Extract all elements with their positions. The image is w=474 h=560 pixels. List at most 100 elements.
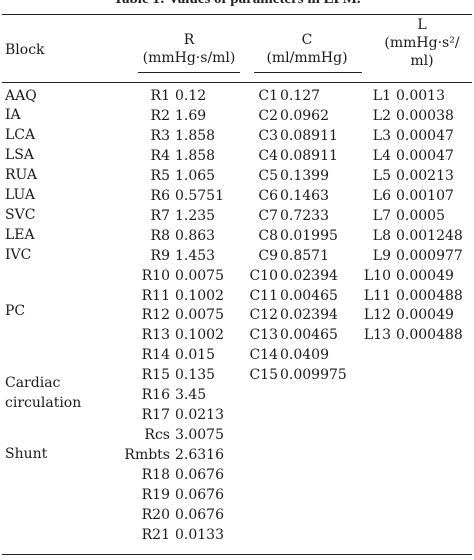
c-param-value: 0.0409: [280, 347, 329, 364]
table-caption: Table 1: Values of parameters in LPM.: [0, 0, 474, 8]
l-param-name: L11: [363, 287, 391, 304]
r-param-name: R16: [141, 387, 170, 404]
r-param-value: 0.0075: [175, 307, 224, 324]
r-param-value: 0.1002: [175, 287, 224, 304]
r-param-value: 1.453: [175, 247, 216, 264]
l-param-value: 0.00049: [396, 267, 454, 284]
block-label: IVC: [5, 247, 32, 263]
r-param-value: 3.45: [175, 387, 207, 404]
header-rule: [2, 82, 472, 83]
r-param-name: R2: [150, 107, 170, 124]
r-param-name: R5: [150, 167, 170, 184]
block-label: circulation: [5, 395, 82, 411]
l-param-value: 0.000488: [396, 327, 463, 344]
l-header-unit-line1: (mmHg·s²/: [384, 35, 460, 51]
r-param-name: R20: [141, 506, 170, 523]
l-param-value: 0.00107: [396, 187, 454, 204]
c-param-name: C11: [249, 287, 278, 304]
c-param-value: 0.1399: [280, 167, 329, 184]
c-param-name: C13: [249, 327, 278, 344]
r-column-header: R (mmHg·s/ml): [138, 31, 240, 67]
l-param-name: L3: [372, 127, 391, 144]
r-header-rule: [138, 72, 240, 73]
r-param-value: 0.0213: [175, 407, 224, 424]
block-label: LCA: [5, 127, 36, 143]
c-param-name: C10: [249, 267, 278, 284]
r-param-value: 0.863: [175, 227, 216, 244]
c-param-name: C15: [249, 367, 278, 384]
l-param-value: 0.00047: [396, 127, 454, 144]
block-label: LEA: [5, 227, 35, 243]
l-param-value: 0.00213: [396, 167, 454, 184]
l-param-name: L7: [372, 207, 391, 224]
c-param-value: 0.00465: [280, 327, 338, 344]
l-param-value: 0.0005: [396, 207, 445, 224]
l-param-value: 0.0013: [396, 88, 445, 104]
c-param-name: C7: [258, 207, 278, 224]
l-param-name: L2: [372, 107, 391, 124]
c-param-name: C4: [258, 147, 278, 164]
r-param-name: R19: [141, 487, 170, 503]
r-param-value: 0.1002: [175, 327, 224, 344]
l-param-name: L4: [372, 147, 391, 164]
block-label: Shunt: [5, 446, 48, 462]
c-param-name: C14: [249, 347, 278, 364]
r-param-name: R7: [150, 207, 170, 224]
r-param-name: R10: [141, 267, 170, 284]
l-param-name: L6: [372, 187, 391, 204]
r-param-value: 0.0676: [175, 467, 224, 484]
r-param-value: 0.12: [175, 88, 207, 104]
c-param-value: 0.02394: [280, 307, 338, 324]
c-param-name: C3: [258, 127, 278, 144]
r-param-value: 0.5751: [175, 187, 224, 204]
l-param-name: L13: [363, 327, 391, 344]
block-label: RUA: [5, 167, 38, 183]
r-param-value: 1.858: [175, 147, 216, 164]
c-param-value: 0.08911: [280, 127, 338, 144]
c-param-value: 0.009975: [280, 367, 347, 384]
c-param-value: 0.1463: [280, 187, 329, 204]
c-param-value: 0.00465: [280, 287, 338, 304]
l-param-name: L1: [372, 88, 391, 104]
c-column-header: C (ml/mmHg): [252, 31, 362, 67]
r-param-value: 0.0676: [175, 506, 224, 523]
r-param-name: R1: [150, 88, 170, 104]
r-header-unit: (mmHg·s/ml): [142, 50, 236, 66]
r-param-value: 0.135: [175, 367, 216, 384]
r-param-name: R11: [141, 287, 170, 304]
block-label: PC: [5, 303, 26, 319]
r-param-name: Rmbts: [124, 447, 170, 464]
r-param-name: R12: [141, 307, 170, 324]
l-param-value: 0.00038: [396, 107, 454, 124]
c-param-name: C9: [258, 247, 278, 264]
l-column-header: L (mmHg·s²/ ml): [372, 16, 472, 70]
r-param-name: R14: [141, 347, 170, 364]
l-header-unit-line2: ml): [410, 53, 434, 69]
r-param-name: R18: [141, 467, 170, 484]
c-param-name: C5: [258, 167, 278, 184]
c-param-value: 0.127: [280, 88, 321, 104]
c-param-value: 0.01995: [280, 227, 338, 244]
c-header-rule: [254, 72, 362, 73]
c-param-name: C8: [258, 227, 278, 244]
c-header-title: C: [301, 32, 313, 48]
l-param-value: 0.001248: [396, 227, 463, 244]
l-header-title: L: [417, 17, 427, 33]
r-param-value: 0.0133: [175, 526, 224, 543]
l-param-name: L5: [372, 167, 391, 184]
bottom-rule: [2, 554, 472, 555]
l-param-value: 0.000488: [396, 287, 463, 304]
block-label: AAQ: [5, 88, 37, 104]
block-label: LSA: [5, 147, 34, 163]
l-param-name: L12: [363, 307, 391, 324]
l-param-name: L8: [372, 227, 391, 244]
r-param-name: R3: [150, 127, 170, 144]
r-param-name: R6: [150, 187, 170, 204]
block-label: LUA: [5, 187, 36, 203]
r-param-value: 0.015: [175, 347, 216, 364]
c-param-name: C12: [249, 307, 278, 324]
r-param-name: Rcs: [144, 427, 170, 444]
c-param-value: 0.08911: [280, 147, 338, 164]
r-param-name: R9: [150, 247, 170, 264]
l-param-name: L9: [372, 247, 391, 264]
